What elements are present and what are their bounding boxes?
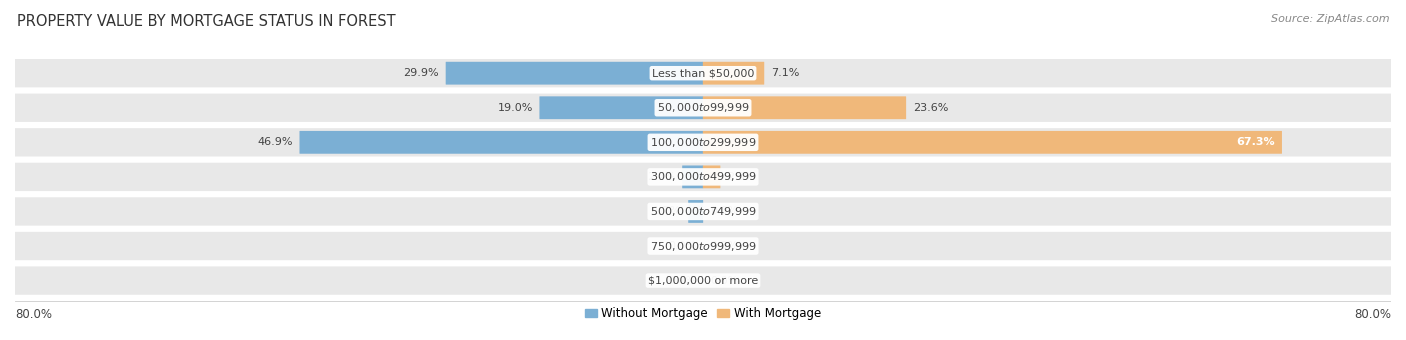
- Text: 1.7%: 1.7%: [654, 206, 682, 217]
- FancyBboxPatch shape: [703, 131, 1282, 154]
- Text: 19.0%: 19.0%: [498, 103, 533, 113]
- FancyBboxPatch shape: [14, 163, 1392, 191]
- FancyBboxPatch shape: [14, 197, 1392, 226]
- Text: Less than $50,000: Less than $50,000: [652, 68, 754, 78]
- Text: 0.0%: 0.0%: [710, 241, 738, 251]
- Text: 80.0%: 80.0%: [15, 308, 52, 321]
- Text: 23.6%: 23.6%: [912, 103, 948, 113]
- Legend: Without Mortgage, With Mortgage: Without Mortgage, With Mortgage: [581, 303, 825, 325]
- FancyBboxPatch shape: [14, 59, 1392, 87]
- Text: 7.1%: 7.1%: [770, 68, 800, 78]
- Text: $50,000 to $99,999: $50,000 to $99,999: [657, 101, 749, 114]
- Text: $100,000 to $299,999: $100,000 to $299,999: [650, 136, 756, 149]
- FancyBboxPatch shape: [703, 166, 720, 188]
- Text: 29.9%: 29.9%: [404, 68, 439, 78]
- FancyBboxPatch shape: [14, 128, 1392, 156]
- FancyBboxPatch shape: [14, 232, 1392, 260]
- Text: 0.0%: 0.0%: [668, 241, 696, 251]
- FancyBboxPatch shape: [540, 96, 703, 119]
- Text: $1,000,000 or more: $1,000,000 or more: [648, 276, 758, 286]
- FancyBboxPatch shape: [688, 200, 703, 223]
- Text: Source: ZipAtlas.com: Source: ZipAtlas.com: [1271, 14, 1389, 23]
- Text: 46.9%: 46.9%: [257, 137, 292, 147]
- Text: $500,000 to $749,999: $500,000 to $749,999: [650, 205, 756, 218]
- FancyBboxPatch shape: [703, 96, 905, 119]
- Text: 67.3%: 67.3%: [1236, 137, 1275, 147]
- Text: 2.4%: 2.4%: [647, 172, 675, 182]
- Text: PROPERTY VALUE BY MORTGAGE STATUS IN FOREST: PROPERTY VALUE BY MORTGAGE STATUS IN FOR…: [17, 14, 395, 29]
- FancyBboxPatch shape: [14, 94, 1392, 122]
- Text: $300,000 to $499,999: $300,000 to $499,999: [650, 170, 756, 183]
- FancyBboxPatch shape: [446, 62, 703, 85]
- Text: 80.0%: 80.0%: [1354, 308, 1391, 321]
- Text: 0.0%: 0.0%: [710, 206, 738, 217]
- FancyBboxPatch shape: [14, 267, 1392, 295]
- Text: 0.0%: 0.0%: [710, 276, 738, 286]
- FancyBboxPatch shape: [299, 131, 703, 154]
- Text: 2.0%: 2.0%: [727, 172, 755, 182]
- FancyBboxPatch shape: [682, 166, 703, 188]
- Text: $750,000 to $999,999: $750,000 to $999,999: [650, 239, 756, 253]
- FancyBboxPatch shape: [703, 62, 765, 85]
- Text: 0.0%: 0.0%: [668, 276, 696, 286]
